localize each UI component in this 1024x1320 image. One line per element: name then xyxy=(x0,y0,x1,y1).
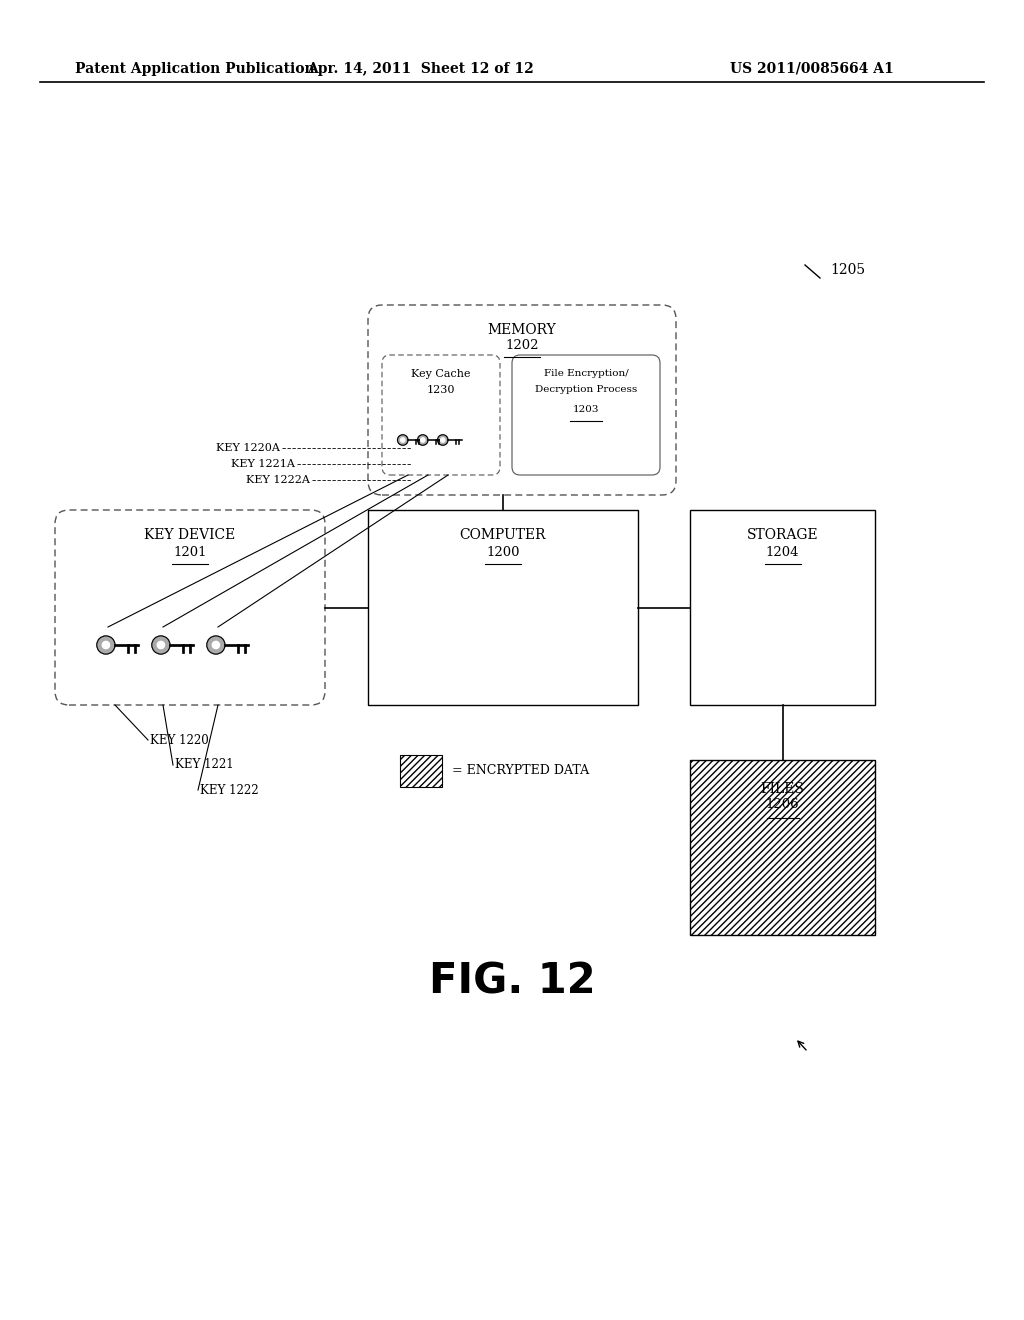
Text: 1205: 1205 xyxy=(830,263,865,277)
Circle shape xyxy=(440,438,444,442)
Text: 1204: 1204 xyxy=(766,546,800,558)
Text: Key Cache: Key Cache xyxy=(412,370,471,379)
Circle shape xyxy=(212,642,219,648)
Text: 1202: 1202 xyxy=(505,339,539,352)
FancyBboxPatch shape xyxy=(55,510,325,705)
Text: KEY 1221A: KEY 1221A xyxy=(231,459,295,469)
Circle shape xyxy=(418,434,428,445)
Circle shape xyxy=(400,438,404,442)
Text: File Encryption/: File Encryption/ xyxy=(544,370,629,378)
FancyBboxPatch shape xyxy=(512,355,660,475)
FancyBboxPatch shape xyxy=(368,305,676,495)
Text: MEMORY: MEMORY xyxy=(487,323,556,337)
Text: STORAGE: STORAGE xyxy=(746,528,818,543)
Text: KEY 1222A: KEY 1222A xyxy=(246,475,310,484)
Text: 1206: 1206 xyxy=(766,799,800,810)
Text: KEY 1222: KEY 1222 xyxy=(200,784,259,796)
Circle shape xyxy=(207,636,225,655)
Circle shape xyxy=(397,434,408,445)
Bar xyxy=(400,755,442,787)
Bar xyxy=(690,760,874,935)
Text: 1230: 1230 xyxy=(427,385,456,395)
Circle shape xyxy=(152,636,170,655)
Text: FILES: FILES xyxy=(761,781,805,796)
Bar xyxy=(368,510,638,705)
Text: Patent Application Publication: Patent Application Publication xyxy=(75,62,314,77)
Text: KEY DEVICE: KEY DEVICE xyxy=(144,528,236,543)
Circle shape xyxy=(102,642,110,648)
Bar xyxy=(690,510,874,705)
Circle shape xyxy=(421,438,425,442)
Circle shape xyxy=(97,636,115,655)
Text: Apr. 14, 2011  Sheet 12 of 12: Apr. 14, 2011 Sheet 12 of 12 xyxy=(306,62,534,77)
Text: KEY 1220: KEY 1220 xyxy=(150,734,209,747)
Text: Decryption Process: Decryption Process xyxy=(535,385,637,393)
Text: KEY 1221: KEY 1221 xyxy=(175,759,233,771)
Text: = ENCRYPTED DATA: = ENCRYPTED DATA xyxy=(452,764,589,777)
Text: 1201: 1201 xyxy=(173,546,207,558)
Circle shape xyxy=(158,642,165,648)
Circle shape xyxy=(437,434,449,445)
FancyBboxPatch shape xyxy=(382,355,500,475)
Text: KEY 1220A: KEY 1220A xyxy=(216,444,280,453)
Text: COMPUTER: COMPUTER xyxy=(460,528,546,543)
Text: 1200: 1200 xyxy=(486,546,520,558)
Text: 1203: 1203 xyxy=(572,405,599,414)
Text: US 2011/0085664 A1: US 2011/0085664 A1 xyxy=(730,62,894,77)
Text: FIG. 12: FIG. 12 xyxy=(429,960,595,1002)
